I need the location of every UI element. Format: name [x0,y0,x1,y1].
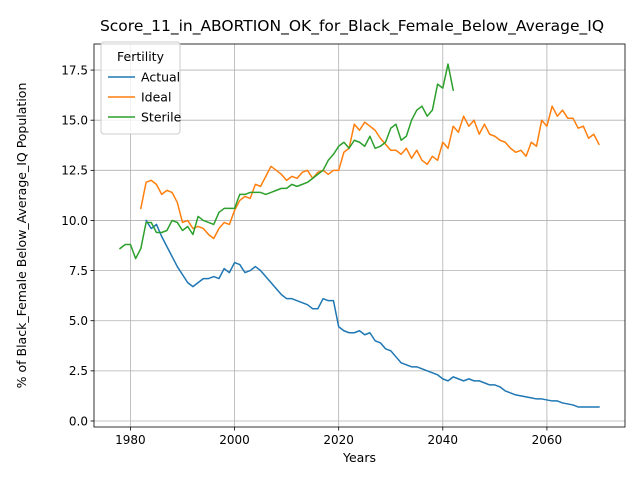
legend-box [100,41,181,135]
y-tick-label: 10.0 [61,214,88,228]
x-tick-label: 2020 [323,433,354,447]
series-line-actual [145,219,600,408]
grid-lines [94,44,625,427]
series-line-sterile [118,63,455,260]
x-tick-label: 1980 [115,433,146,447]
legend-entries: Actual Ideal Sterile [108,70,182,125]
y-axis-ticks: 0.0 2.5 5.0 7.5 10.0 12.5 15.0 17.5 [61,63,94,428]
y-tick-label: 0.0 [69,414,88,428]
chart-title: Score_11_in_ABORTION_OK_for_Black_Female… [100,17,604,36]
y-tick-label: 12.5 [61,164,88,178]
x-axis-label: Years [342,450,376,465]
x-tick-label: 2040 [428,433,459,447]
y-tick-label: 17.5 [61,63,88,77]
series-line-ideal [139,105,600,240]
series-lines [118,63,600,408]
y-tick-label: 15.0 [61,113,88,127]
y-tick-label: 7.5 [69,264,88,278]
y-axis-label: % of Black_Female Below_Average_IQ Popul… [14,83,29,389]
legend-label-sterile: Sterile [141,110,182,125]
x-tick-label: 2060 [532,433,563,447]
y-tick-label: 2.5 [69,364,88,378]
plot-frame [93,43,626,428]
x-axis-ticks: 1980 2000 2020 2040 2060 [115,427,562,447]
x-tick-label: 2000 [219,433,250,447]
legend: Fertility Actual Ideal Sterile [100,41,182,135]
legend-title: Fertility [117,49,165,64]
legend-label-ideal: Ideal [141,90,171,105]
y-tick-label: 5.0 [69,314,88,328]
legend-label-actual: Actual [141,70,180,85]
